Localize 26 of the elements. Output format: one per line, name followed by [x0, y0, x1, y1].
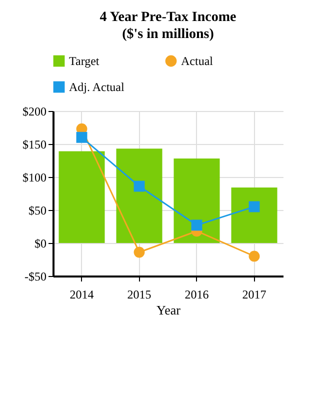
- legend-label: Adj. Actual: [69, 80, 125, 94]
- point: [134, 246, 145, 258]
- legend-label: Actual: [181, 54, 214, 68]
- y-tick-label: $150: [22, 138, 46, 152]
- x-tick-label: 2016: [184, 288, 209, 302]
- point: [191, 220, 202, 231]
- bar: [58, 151, 105, 243]
- point: [248, 250, 260, 262]
- chart-title: 4 Year Pre-Tax Income: [100, 10, 236, 25]
- x-axis-title: Year: [156, 302, 182, 318]
- bar: [231, 188, 278, 243]
- bar: [116, 148, 162, 243]
- x-tick-label: 2014: [70, 288, 94, 302]
- point: [134, 180, 145, 192]
- point: [76, 132, 88, 143]
- legend-label: Target: [69, 54, 100, 68]
- x-tick-label: 2015: [127, 288, 152, 302]
- bar: [174, 158, 220, 243]
- point: [248, 201, 260, 212]
- y-tick-label: $50: [28, 204, 46, 218]
- x-tick-label: 2017: [242, 288, 266, 302]
- y-tick-label: $200: [22, 104, 46, 118]
- y-tick-label: $100: [22, 170, 46, 184]
- y-tick-label: -$50: [24, 270, 46, 284]
- chart-subtitle: ($'s in millions): [122, 27, 214, 42]
- y-tick-label: $0: [34, 236, 46, 250]
